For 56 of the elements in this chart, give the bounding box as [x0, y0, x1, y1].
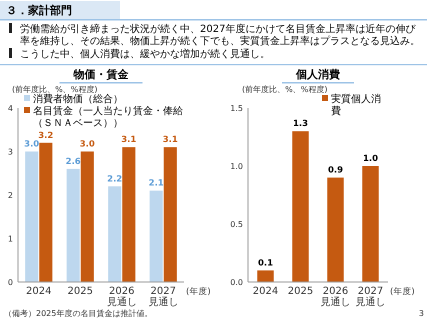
data-label: 3.1 [121, 135, 136, 146]
legend-label: 名目賃金（一人当たり賃金・俸給（ＳＮＡベース）） [33, 105, 183, 129]
x-tick-label: 2024 [252, 286, 278, 297]
x-axis-title: (年度) [390, 286, 415, 297]
data-label: 2.2 [107, 174, 122, 184]
y-tick-label: 3 [8, 148, 13, 156]
y-tick-label: 4 [8, 104, 13, 113]
bar [362, 166, 379, 282]
data-label: 1.3 [292, 119, 308, 130]
x-tick-label: 2027見通し [148, 286, 178, 308]
data-label: 3.2 [38, 130, 54, 141]
x-axis-title: (年度) [186, 286, 211, 297]
bar [80, 152, 94, 282]
data-label: 1.0 [362, 154, 378, 164]
y-axis-title: (前年度比、%、%程度) [12, 85, 98, 94]
bar [122, 147, 136, 282]
bar [257, 270, 274, 282]
bar [150, 190, 163, 282]
x-tick-label: 2027見通し [356, 286, 386, 308]
bar [327, 178, 344, 282]
data-label: 3.1 [162, 135, 178, 146]
y-axis-title: (前年度比、%、%程度) [242, 85, 328, 94]
data-label: 3.0 [80, 140, 95, 150]
x-tick-label: 2026見通し [320, 286, 350, 308]
data-label: 0.9 [328, 166, 344, 176]
data-label: 3.0 [24, 140, 40, 150]
legend: 実質個人消費 [322, 94, 381, 117]
data-label: 2.6 [66, 156, 81, 167]
bar [66, 168, 80, 282]
legend-label: 実質個人消費 [331, 93, 381, 117]
bar [108, 186, 122, 282]
text: 労働需給が引き締まった状況が続く中、2027年度にかけて名目賃金上昇率は近年の伸び率を維持し、その結果、物価上昇が続く下でも、実質賃金上昇率はプラスとなる見込み。 [20, 23, 420, 47]
bar [39, 142, 52, 282]
y-tick-label: 0 [8, 278, 13, 287]
x-tick-label: 2025 [288, 286, 314, 297]
text: ３．家計部門 [6, 4, 72, 17]
x-tick-label: 2024 [26, 286, 52, 297]
y-tick-label: 0.0 [230, 278, 243, 287]
bar [25, 152, 38, 282]
bar [164, 147, 177, 282]
y-tick-label: 2 [8, 191, 13, 200]
text: 3 [418, 309, 424, 318]
chart-title: 個人消費 [295, 68, 340, 81]
text: こうした中、個人消費は、緩やかな増加が続く見通し。 [20, 48, 270, 60]
data-label: 2.1 [148, 178, 164, 189]
x-tick-label: 2025 [68, 286, 93, 297]
text: （備考）2025年度の名目賃金は推計値。 [4, 309, 152, 318]
y-tick-label: 1.5 [230, 104, 243, 113]
legend-label: 消費者物価（総合） [33, 93, 123, 105]
chart-title: 物価・賃金 [72, 68, 130, 81]
data-label: 0.1 [258, 258, 274, 268]
y-tick-label: 0.5 [230, 220, 243, 229]
y-tick-label: 1.0 [230, 162, 243, 171]
y-tick-label: 1 [8, 234, 13, 244]
x-tick-label: 2026見通し [106, 286, 137, 308]
bar [292, 131, 309, 282]
